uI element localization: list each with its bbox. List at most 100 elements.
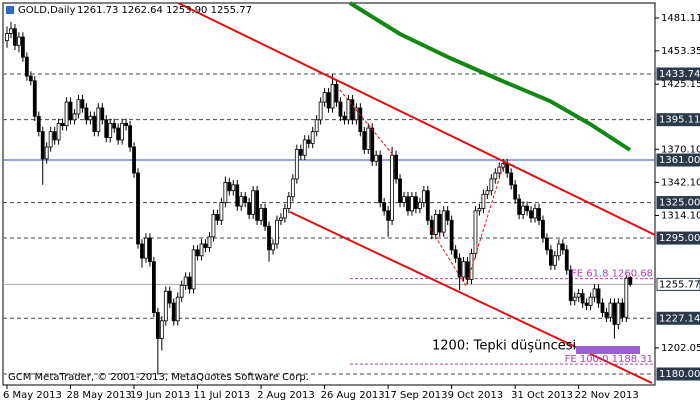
candle-body [552,255,557,266]
candle-body [108,122,113,138]
candle-body [279,217,283,221]
candle-body [52,131,57,141]
candle-body [457,257,462,278]
candle-body [362,131,367,150]
candle-body [521,205,525,215]
candle-body [159,320,164,339]
candle-body [92,115,97,133]
candle-body [533,208,537,219]
level-label: 1433.74 [659,69,700,80]
candle-body [322,92,327,103]
candle-body [32,80,37,117]
candle-body [493,172,498,180]
candle-body [163,290,168,322]
candle-body [84,107,89,121]
candle-body [445,210,450,221]
candle-body [124,122,128,127]
candle-body [386,210,391,221]
x-tick-label: 9 Oct 2013 [448,390,503,401]
candle-body [239,196,244,207]
candle-body [183,276,188,286]
candle-body [477,208,482,212]
candle-body [9,28,13,34]
candle-body [608,302,613,318]
candle-body [485,190,490,195]
candle-body [195,249,200,257]
x-tick-label: 6 May 2013 [3,390,62,401]
candle-body [179,284,184,298]
candle-body [318,101,323,121]
level-label: 1180.00 [659,369,700,380]
candle-body [290,178,295,198]
candle-body [596,288,601,304]
candle-body [207,236,212,248]
level-label: 1361.00 [659,155,700,166]
candle-body [235,184,240,207]
candle-body [298,148,303,156]
candle-body [529,210,533,219]
candle-body [251,190,256,215]
candle-body [410,196,414,212]
candle-body [151,261,156,313]
candle-body [560,243,565,251]
candle-body [541,219,545,239]
x-tick-label: 2 Aug 2013 [257,390,315,401]
candle-body [509,172,514,186]
candle-body [406,196,410,212]
level-label-box [656,277,700,291]
x-tick-label: 17 Sep 2013 [384,390,447,401]
candle-body [68,101,73,121]
candle-body [421,190,426,203]
candle-body [275,219,279,245]
level-label: 1395.11 [659,115,700,126]
moving-average [348,1,632,152]
candle-body [267,225,271,251]
plot-frame [2,2,656,386]
candle-body [342,115,347,121]
candle-body [294,148,299,180]
candle-body [100,107,105,121]
candle-body [382,202,387,212]
level-label: 1295.00 [659,233,700,244]
candle-body [44,146,49,160]
candle-body [13,28,17,46]
candle-body [572,296,577,302]
candle-body [112,122,117,129]
candle-body [489,178,494,192]
candle-body [314,119,319,133]
candle-body [417,202,422,209]
candle-body [219,202,224,221]
candle-body [330,83,335,109]
candle-body [144,237,148,259]
candle-body [588,296,593,306]
y-tick-label: 1425.15 [661,79,700,90]
candle-body [140,243,144,259]
candle-body [398,178,402,203]
candle-body [187,276,192,290]
candle-body [203,243,208,248]
candle-body [215,213,220,221]
candle-body [461,261,466,278]
candle-body [171,302,176,322]
chart-icon [6,6,14,14]
candle-body [580,293,585,304]
candle-body [24,56,29,77]
candle-body [306,139,311,144]
candle-body [465,261,470,280]
candle-body [199,243,204,257]
level-label-box [656,367,700,381]
fe-label: FE 61.8 1260.68 [571,269,653,280]
candle-body [326,92,331,109]
level-label: 1325.00 [659,198,700,209]
candle-body [60,122,65,127]
candle-body [247,202,252,215]
candle-body [223,182,228,203]
candle-body [191,249,196,290]
candle-body [616,302,621,325]
level-label-box [656,231,700,245]
candle-body [600,302,605,313]
candle-body [338,101,343,117]
candle-body [76,99,81,115]
candle-body [120,122,125,141]
candle-body [628,276,633,285]
